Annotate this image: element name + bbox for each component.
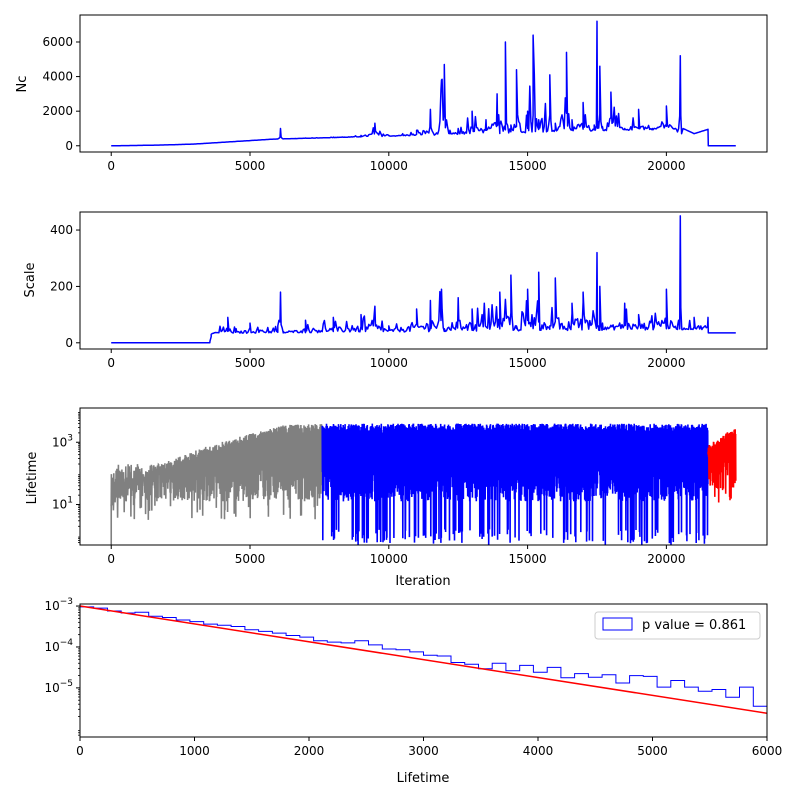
y-tick-label: 400: [50, 223, 73, 237]
scale-axes-frame: [79, 211, 768, 350]
y-tick-label: 10−5: [44, 679, 73, 695]
x-tick-label: 0: [107, 159, 115, 173]
y-tick-label: 10−4: [44, 638, 73, 654]
x-tick-label: 5000: [235, 159, 266, 173]
y-tick-label: 2000: [42, 104, 73, 118]
iteration-xlabel: Iteration: [395, 574, 450, 589]
x-tick-label: 10000: [370, 159, 408, 173]
lifetime-histogram-panel: 0 1000 2000 3000 4000 5000 6000 10−5 10−4 10−3 Li…: [44, 597, 782, 786]
y-tick-label: 200: [50, 279, 73, 293]
histogram-ticks: 0 1000 2000 3000 4000 5000 6000 10−5 10−4 10−3: [44, 597, 782, 758]
x-tick-label: 1000: [179, 744, 210, 758]
y-tick-label: 103: [52, 433, 73, 449]
histogram-xlabel: Lifetime: [397, 771, 450, 786]
y-tick-label: 0: [65, 336, 73, 350]
scale-ticks: 0 5000 10000 15000 20000 0 200 400: [50, 223, 685, 370]
x-tick-label: 0: [107, 552, 115, 566]
scale-plot-area: [111, 215, 736, 344]
y-tick-label: 6000: [42, 35, 73, 49]
x-tick-label: 20000: [647, 159, 685, 173]
scale-series-line: [111, 215, 736, 344]
lifetime-iteration-ticks: 0 5000 10000 15000 20000 101 103: [52, 412, 685, 566]
y-tick-label: 0: [65, 139, 73, 153]
lifetime-ylabel: Lifetime: [25, 452, 40, 505]
scale-panel: 0 5000 10000 15000 20000 0 200 400 Scale: [23, 211, 768, 370]
x-tick-label: 20000: [647, 356, 685, 370]
legend-box: [594, 611, 761, 640]
scale-ylabel: Scale: [23, 263, 38, 298]
x-tick-label: 0: [76, 744, 84, 758]
x-tick-label: 10000: [370, 356, 408, 370]
x-tick-label: 5000: [235, 356, 266, 370]
nc-ylabel: Nc: [15, 76, 30, 93]
y-tick-label: 4000: [42, 70, 73, 84]
x-tick-label: 5000: [235, 552, 266, 566]
lifetime-iteration-plot-area: [110, 423, 737, 545]
y-tick-label: 10−3: [44, 597, 73, 613]
x-tick-label: 6000: [752, 744, 783, 758]
lifetime-series-gray: [110, 424, 323, 520]
x-tick-label: 4000: [523, 744, 554, 758]
lifetime-series-red: [707, 429, 737, 503]
nc-plot-area: [111, 20, 736, 147]
lifetime-histogram-plot-area: [80, 605, 767, 737]
x-tick-label: 15000: [508, 356, 546, 370]
x-tick-label: 15000: [508, 552, 546, 566]
fit-line: [80, 605, 767, 715]
nc-ticks: 0 5000 10000 15000 20000 0 2000 4000 6000: [42, 35, 685, 173]
x-tick-label: 10000: [370, 552, 408, 566]
nc-axes-frame: [79, 14, 768, 153]
legend-label: p value = 0.861: [642, 618, 746, 633]
lifetime-iteration-panel: 0 5000 10000 15000 20000 101 103 Lifetime Iter…: [25, 407, 768, 589]
x-tick-label: 20000: [647, 552, 685, 566]
lifetime-series-blue: [321, 423, 709, 545]
y-tick-label: 101: [52, 496, 73, 512]
nc-series-line: [111, 20, 736, 147]
x-tick-label: 5000: [637, 744, 668, 758]
histogram-legend: p value = 0.861: [594, 611, 761, 640]
x-tick-label: 3000: [408, 744, 439, 758]
nc-panel: 0 5000 10000 15000 20000 0 2000 4000 6000 Nc: [15, 14, 768, 173]
x-tick-label: 2000: [294, 744, 325, 758]
legend-histogram-swatch: [602, 617, 633, 631]
x-tick-label: 15000: [508, 159, 546, 173]
histogram-steps: [80, 606, 767, 737]
x-tick-label: 0: [107, 356, 115, 370]
